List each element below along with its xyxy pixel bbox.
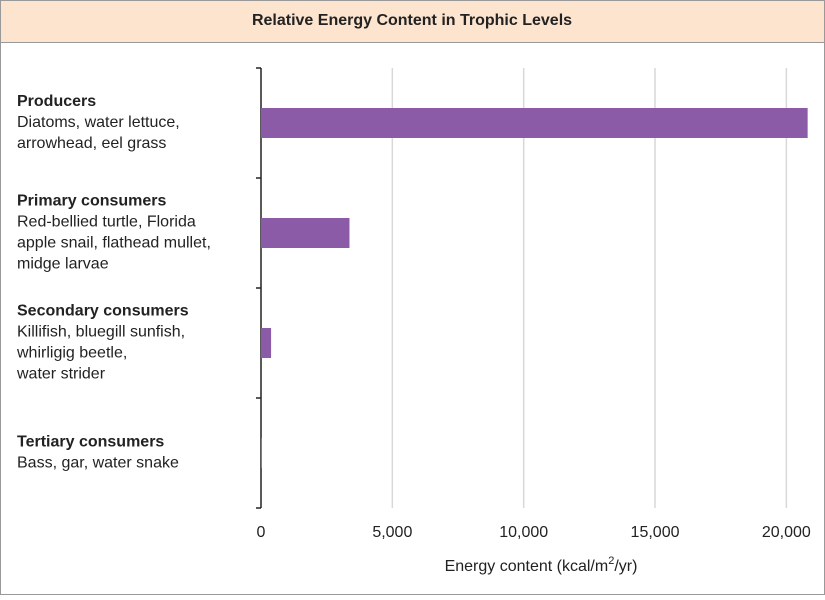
bar xyxy=(261,218,350,248)
bar xyxy=(261,108,808,138)
x-tick-label: 20,000 xyxy=(762,524,811,541)
category-desc: midge larvae xyxy=(17,256,109,273)
category-name: Producers xyxy=(17,93,96,110)
x-tick-label: 0 xyxy=(257,524,266,541)
category-desc: apple snail, flathead mullet, xyxy=(17,235,211,252)
bar xyxy=(261,328,272,358)
x-tick-label: 15,000 xyxy=(631,524,680,541)
category-name: Tertiary consumers xyxy=(17,434,164,451)
category-desc: Red-bellied turtle, Florida xyxy=(17,214,196,231)
x-tick-label: 5,000 xyxy=(372,524,412,541)
category-name: Primary consumers xyxy=(17,193,167,210)
bar xyxy=(261,438,262,468)
chart-title: Relative Energy Content in Trophic Level… xyxy=(252,12,572,29)
x-tick-label: 10,000 xyxy=(499,524,548,541)
category-desc: water strider xyxy=(16,366,106,383)
category-desc: arrowhead, eel grass xyxy=(17,135,166,152)
category-desc: Killifish, bluegill sunfish, xyxy=(17,324,185,341)
header xyxy=(0,0,825,43)
category-desc: Bass, gar, water snake xyxy=(17,455,179,472)
x-label-part: /yr) xyxy=(614,558,637,575)
x-axis-label: Energy content (kcal/m2/yr) xyxy=(445,555,638,575)
category-name: Secondary consumers xyxy=(17,303,189,320)
x-label-part: Energy content (kcal/m xyxy=(445,558,609,575)
x-label-sup: 2 xyxy=(608,555,614,567)
category-desc: whirligig beetle, xyxy=(16,345,127,362)
category-desc: Diatoms, water lettuce, xyxy=(17,114,180,131)
